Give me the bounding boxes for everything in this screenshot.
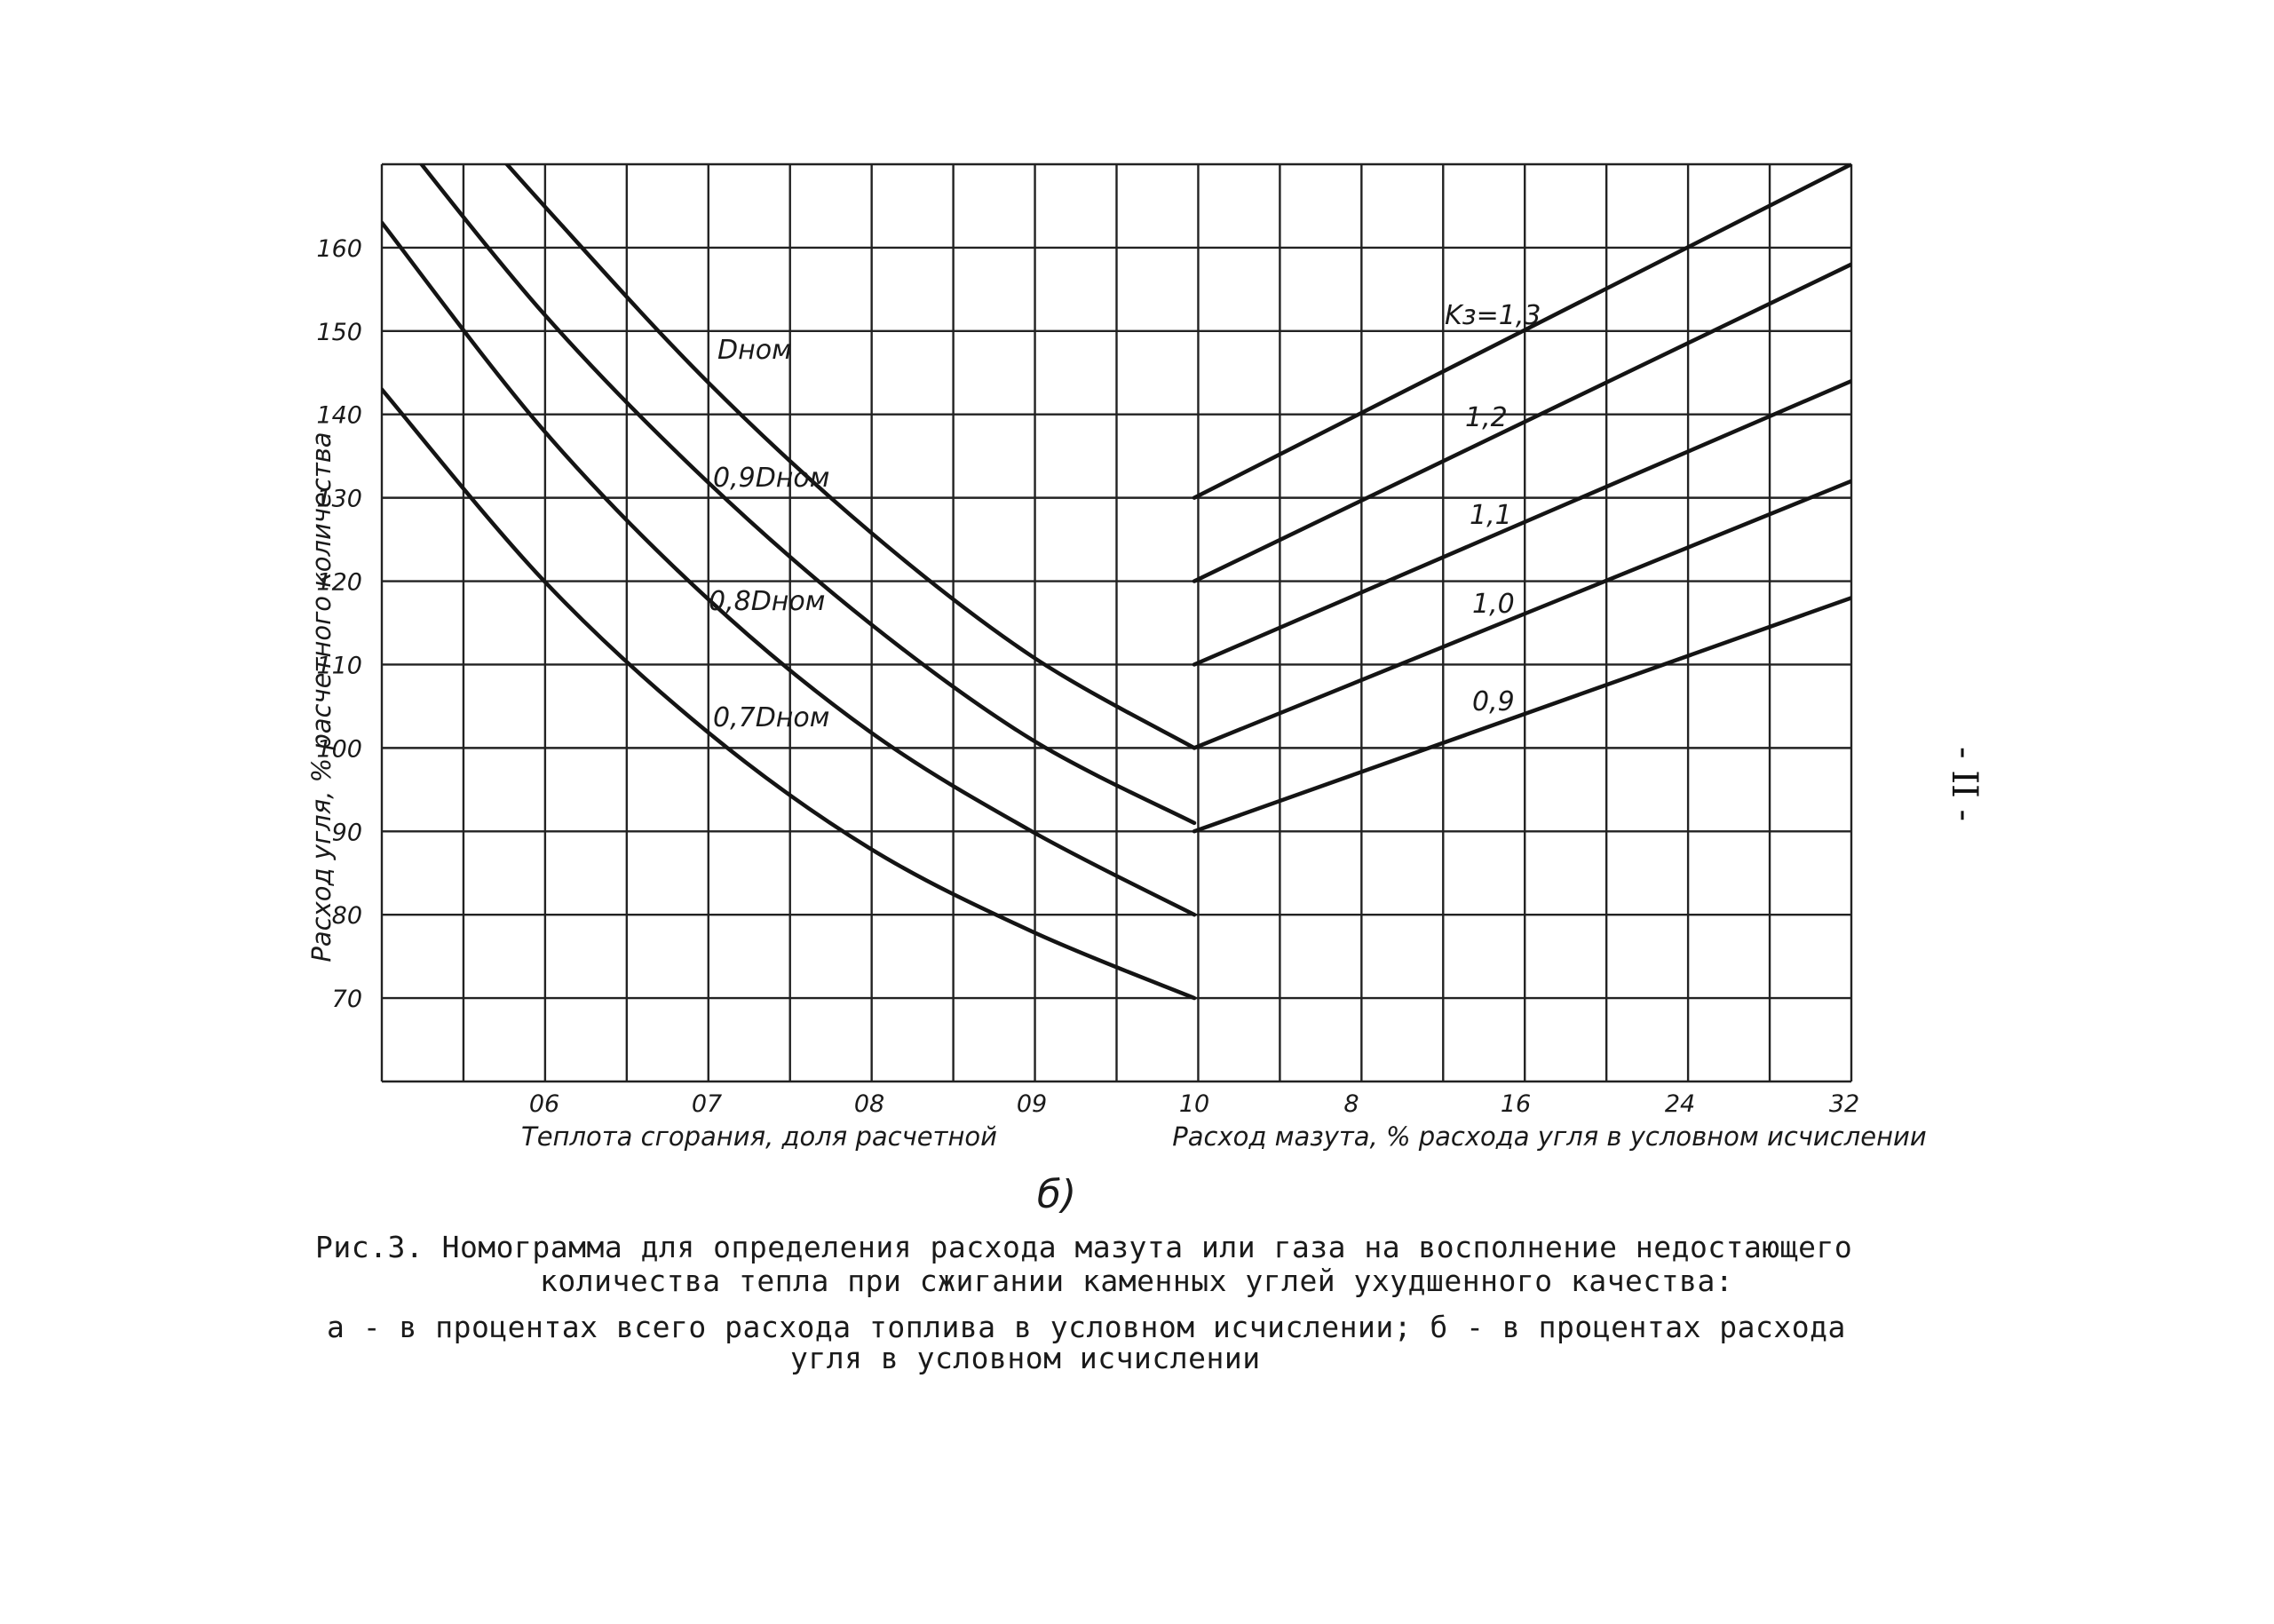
left-curve-2: [418, 164, 1197, 826]
y-tick-labels: 160 150 140 130 120 110 100 90 80 70: [316, 235, 362, 1013]
left-curve-4: [382, 387, 1197, 1001]
left-x-tick-label: 10: [1179, 1090, 1209, 1118]
curve-label-k-1-0: 1,0: [1472, 589, 1515, 620]
right-x-axis-label: Расход мазута, % расхода угля в условном…: [1172, 1121, 1926, 1152]
right-line-1: [1192, 164, 1851, 500]
right-x-tick-label: 24: [1665, 1090, 1695, 1118]
left-x-axis-label: Теплота сгорания, доля расчетной: [521, 1121, 997, 1152]
left-curve-1: [503, 164, 1197, 750]
curve-label-0-7-d-nom: 0,7Dном: [713, 702, 829, 733]
y-tick-label: 110: [316, 652, 362, 679]
y-tick-label: 90: [332, 819, 362, 846]
curve-label-k-1-3: Kз=1,3: [1445, 300, 1541, 331]
panel-letter: б): [1037, 1172, 1076, 1217]
curve-group: [382, 164, 1851, 1001]
left-x-tick-label: 09: [1017, 1090, 1047, 1118]
curve-label-0-9-d-nom: 0,9Dном: [713, 463, 829, 494]
page-number: - II -: [1944, 746, 1985, 822]
caption-line-1: Рис.3. Номограмма для определения расход…: [315, 1230, 1853, 1264]
curve-label-k-0-9: 0,9: [1472, 686, 1515, 717]
right-x-tick-label: 16: [1501, 1090, 1531, 1118]
curve-label-k-1-1: 1,1: [1470, 500, 1512, 531]
right-x-tick-label: 32: [1829, 1090, 1859, 1118]
y-tick-label: 100: [316, 735, 362, 763]
y-tick-label: 70: [332, 986, 362, 1013]
right-line-3: [1192, 378, 1851, 667]
y-tick-label: 80: [332, 902, 362, 930]
left-x-tick-label: 06: [529, 1090, 559, 1118]
left-x-tick-label: 08: [854, 1090, 884, 1118]
chart-grid: [380, 162, 1853, 1083]
y-tick-label: 140: [316, 402, 362, 430]
left-curve-3: [382, 220, 1197, 917]
caption-line-4: угля в условном исчислении: [790, 1341, 1261, 1375]
x-tick-labels: 06 07 08 09 10 8 16 24 32: [529, 1090, 1859, 1118]
right-line-2: [1192, 262, 1851, 583]
chart-curves: [382, 164, 1851, 1001]
curve-label-0-8-d-nom: 0,8Dном: [709, 586, 825, 617]
curve-label-k-1-2: 1,2: [1465, 402, 1508, 433]
left-x-tick-label: 07: [692, 1090, 722, 1118]
caption-line-3: а - в процентах всего расхода топлива в …: [327, 1310, 1846, 1344]
curve-label-d-nom: Dном: [717, 335, 792, 366]
y-tick-label: 150: [316, 319, 362, 346]
caption-line-2: количества тепла при сжигании каменных у…: [540, 1264, 1734, 1298]
y-tick-label: 160: [316, 235, 362, 263]
right-line-5: [1192, 596, 1851, 834]
y-axis-label: Расход угля, % расчетного количества: [306, 432, 337, 962]
right-x-tick-label: 8: [1343, 1090, 1359, 1118]
y-tick-label: 120: [316, 569, 362, 597]
y-tick-label: 130: [316, 486, 362, 513]
right-line-4: [1192, 479, 1851, 750]
